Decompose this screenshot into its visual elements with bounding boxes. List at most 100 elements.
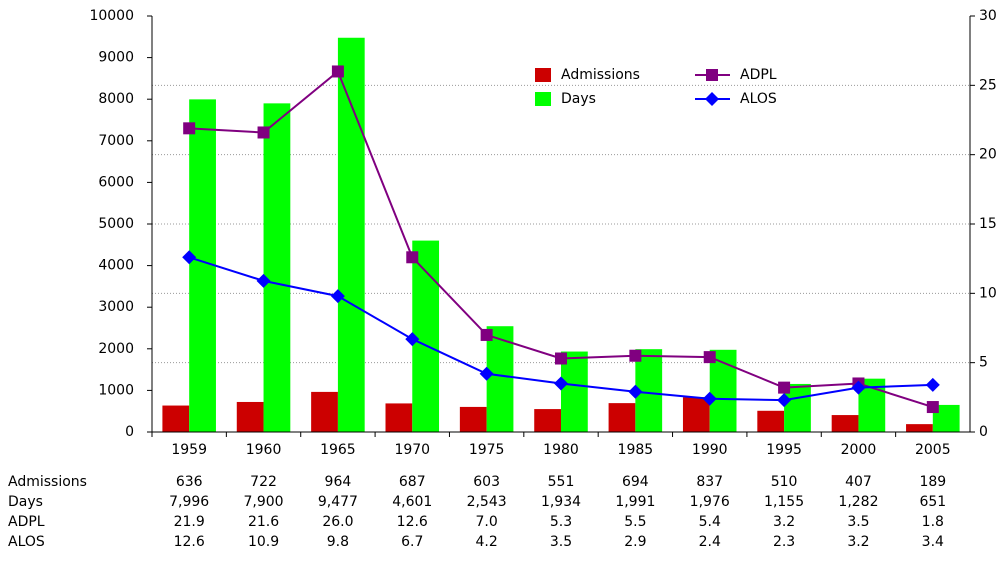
y-tick-label: 9000 xyxy=(98,50,134,66)
y-tick-label: 1000 xyxy=(98,382,134,398)
table-cell: 551 xyxy=(548,474,575,490)
bar xyxy=(561,351,588,432)
table-cell: 2.4 xyxy=(699,534,721,550)
table-cell: 407 xyxy=(845,474,872,490)
line-marker xyxy=(555,352,567,365)
line-marker xyxy=(554,376,568,391)
legend-label: ALOS xyxy=(740,91,777,107)
y-tick-label: 6000 xyxy=(98,174,134,190)
bar xyxy=(263,103,291,433)
table-cell: 510 xyxy=(771,474,798,490)
y-tick-label: 0 xyxy=(125,424,134,440)
line-marker xyxy=(183,122,196,135)
table-cell: 21.6 xyxy=(248,514,279,530)
table-cell: 6.7 xyxy=(401,534,423,550)
bar xyxy=(906,424,933,432)
legend-swatch xyxy=(535,92,551,106)
table-cell: 7,900 xyxy=(243,494,283,510)
bar xyxy=(162,405,190,432)
table-cell: 1,155 xyxy=(764,494,804,510)
x-tick-label: 2005 xyxy=(915,442,951,458)
table-row-label: ALOS xyxy=(8,534,45,550)
table-cell: 1,991 xyxy=(615,494,655,510)
line-marker xyxy=(628,384,643,399)
bar xyxy=(682,397,710,432)
table-cell: 7,996 xyxy=(169,494,209,510)
table-cell: 2.3 xyxy=(773,534,795,550)
y-tick-label: 8000 xyxy=(98,91,134,107)
x-tick-label: 1965 xyxy=(320,442,356,458)
table-cell: 4,601 xyxy=(392,494,432,510)
y-tick-label: 5000 xyxy=(98,216,134,232)
x-tick-label: 1995 xyxy=(766,442,802,458)
line-marker xyxy=(706,69,718,81)
table-cell: 1,976 xyxy=(690,494,730,510)
bar xyxy=(189,99,216,433)
line-marker xyxy=(777,393,792,408)
table-cell: 636 xyxy=(176,474,203,490)
x-tick-label: 1990 xyxy=(692,442,728,458)
line-marker xyxy=(257,126,270,139)
table-cell: 3.5 xyxy=(550,534,572,550)
line-marker xyxy=(705,92,719,106)
table-cell: 1,282 xyxy=(838,494,878,510)
y2-tick-label: 15 xyxy=(979,216,997,232)
legend-swatch xyxy=(535,68,551,82)
table-cell: 3.4 xyxy=(922,534,944,550)
table-cell: 12.6 xyxy=(397,514,428,530)
table-cell: 21.9 xyxy=(174,514,205,530)
line-marker xyxy=(331,65,344,78)
table-cell: 12.6 xyxy=(174,534,205,550)
line-marker xyxy=(925,377,940,392)
table-cell: 2,543 xyxy=(467,494,507,510)
y2-tick-label: 25 xyxy=(979,77,997,93)
bar xyxy=(757,410,785,432)
table-cell: 26.0 xyxy=(322,514,353,530)
bar xyxy=(486,326,514,432)
table-cell: 837 xyxy=(696,474,723,490)
x-tick-label: 1985 xyxy=(618,442,654,458)
table-cell: 5.3 xyxy=(550,514,572,530)
table-cell: 651 xyxy=(919,494,946,510)
bar xyxy=(337,37,365,432)
line-marker xyxy=(479,366,494,381)
table-cell: 603 xyxy=(473,474,500,490)
table-cell: 687 xyxy=(399,474,426,490)
table-cell: 694 xyxy=(622,474,649,490)
y2-tick-label: 0 xyxy=(979,424,988,440)
y2-tick-label: 5 xyxy=(979,355,988,371)
bar xyxy=(236,401,264,432)
legend-label: Days xyxy=(561,91,596,107)
table-cell: 2.9 xyxy=(624,534,646,550)
y2-tick-label: 30 xyxy=(979,8,997,24)
y-tick-label: 2000 xyxy=(98,341,134,357)
table-cell: 1.8 xyxy=(922,514,944,530)
x-tick-label: 1970 xyxy=(394,442,430,458)
table-cell: 9.8 xyxy=(327,534,349,550)
x-tick-label: 1960 xyxy=(246,442,282,458)
table-cell: 3.5 xyxy=(847,514,869,530)
table-cell: 9,477 xyxy=(318,494,358,510)
line-marker xyxy=(703,351,716,364)
legend-label: ADPL xyxy=(740,67,777,83)
y-tick-label: 7000 xyxy=(98,133,134,149)
x-tick-label: 1980 xyxy=(543,442,579,458)
line-marker xyxy=(480,328,493,341)
table-row-label: ADPL xyxy=(8,514,45,530)
x-tick-label: 1959 xyxy=(171,442,207,458)
line-marker xyxy=(778,381,791,394)
table-cell: 5.5 xyxy=(624,514,646,530)
line-marker xyxy=(926,401,939,414)
table-cell: 5.4 xyxy=(699,514,721,530)
table-cell: 4.2 xyxy=(476,534,498,550)
table-cell: 1,934 xyxy=(541,494,581,510)
line-marker xyxy=(851,380,866,395)
legend-label: Admissions xyxy=(561,67,640,83)
bar xyxy=(459,406,487,432)
table-cell: 964 xyxy=(325,474,352,490)
table-row-label: Admissions xyxy=(8,474,87,490)
line-marker xyxy=(405,332,420,347)
y-tick-label: 10000 xyxy=(89,8,134,24)
y-tick-label: 3000 xyxy=(98,299,134,315)
